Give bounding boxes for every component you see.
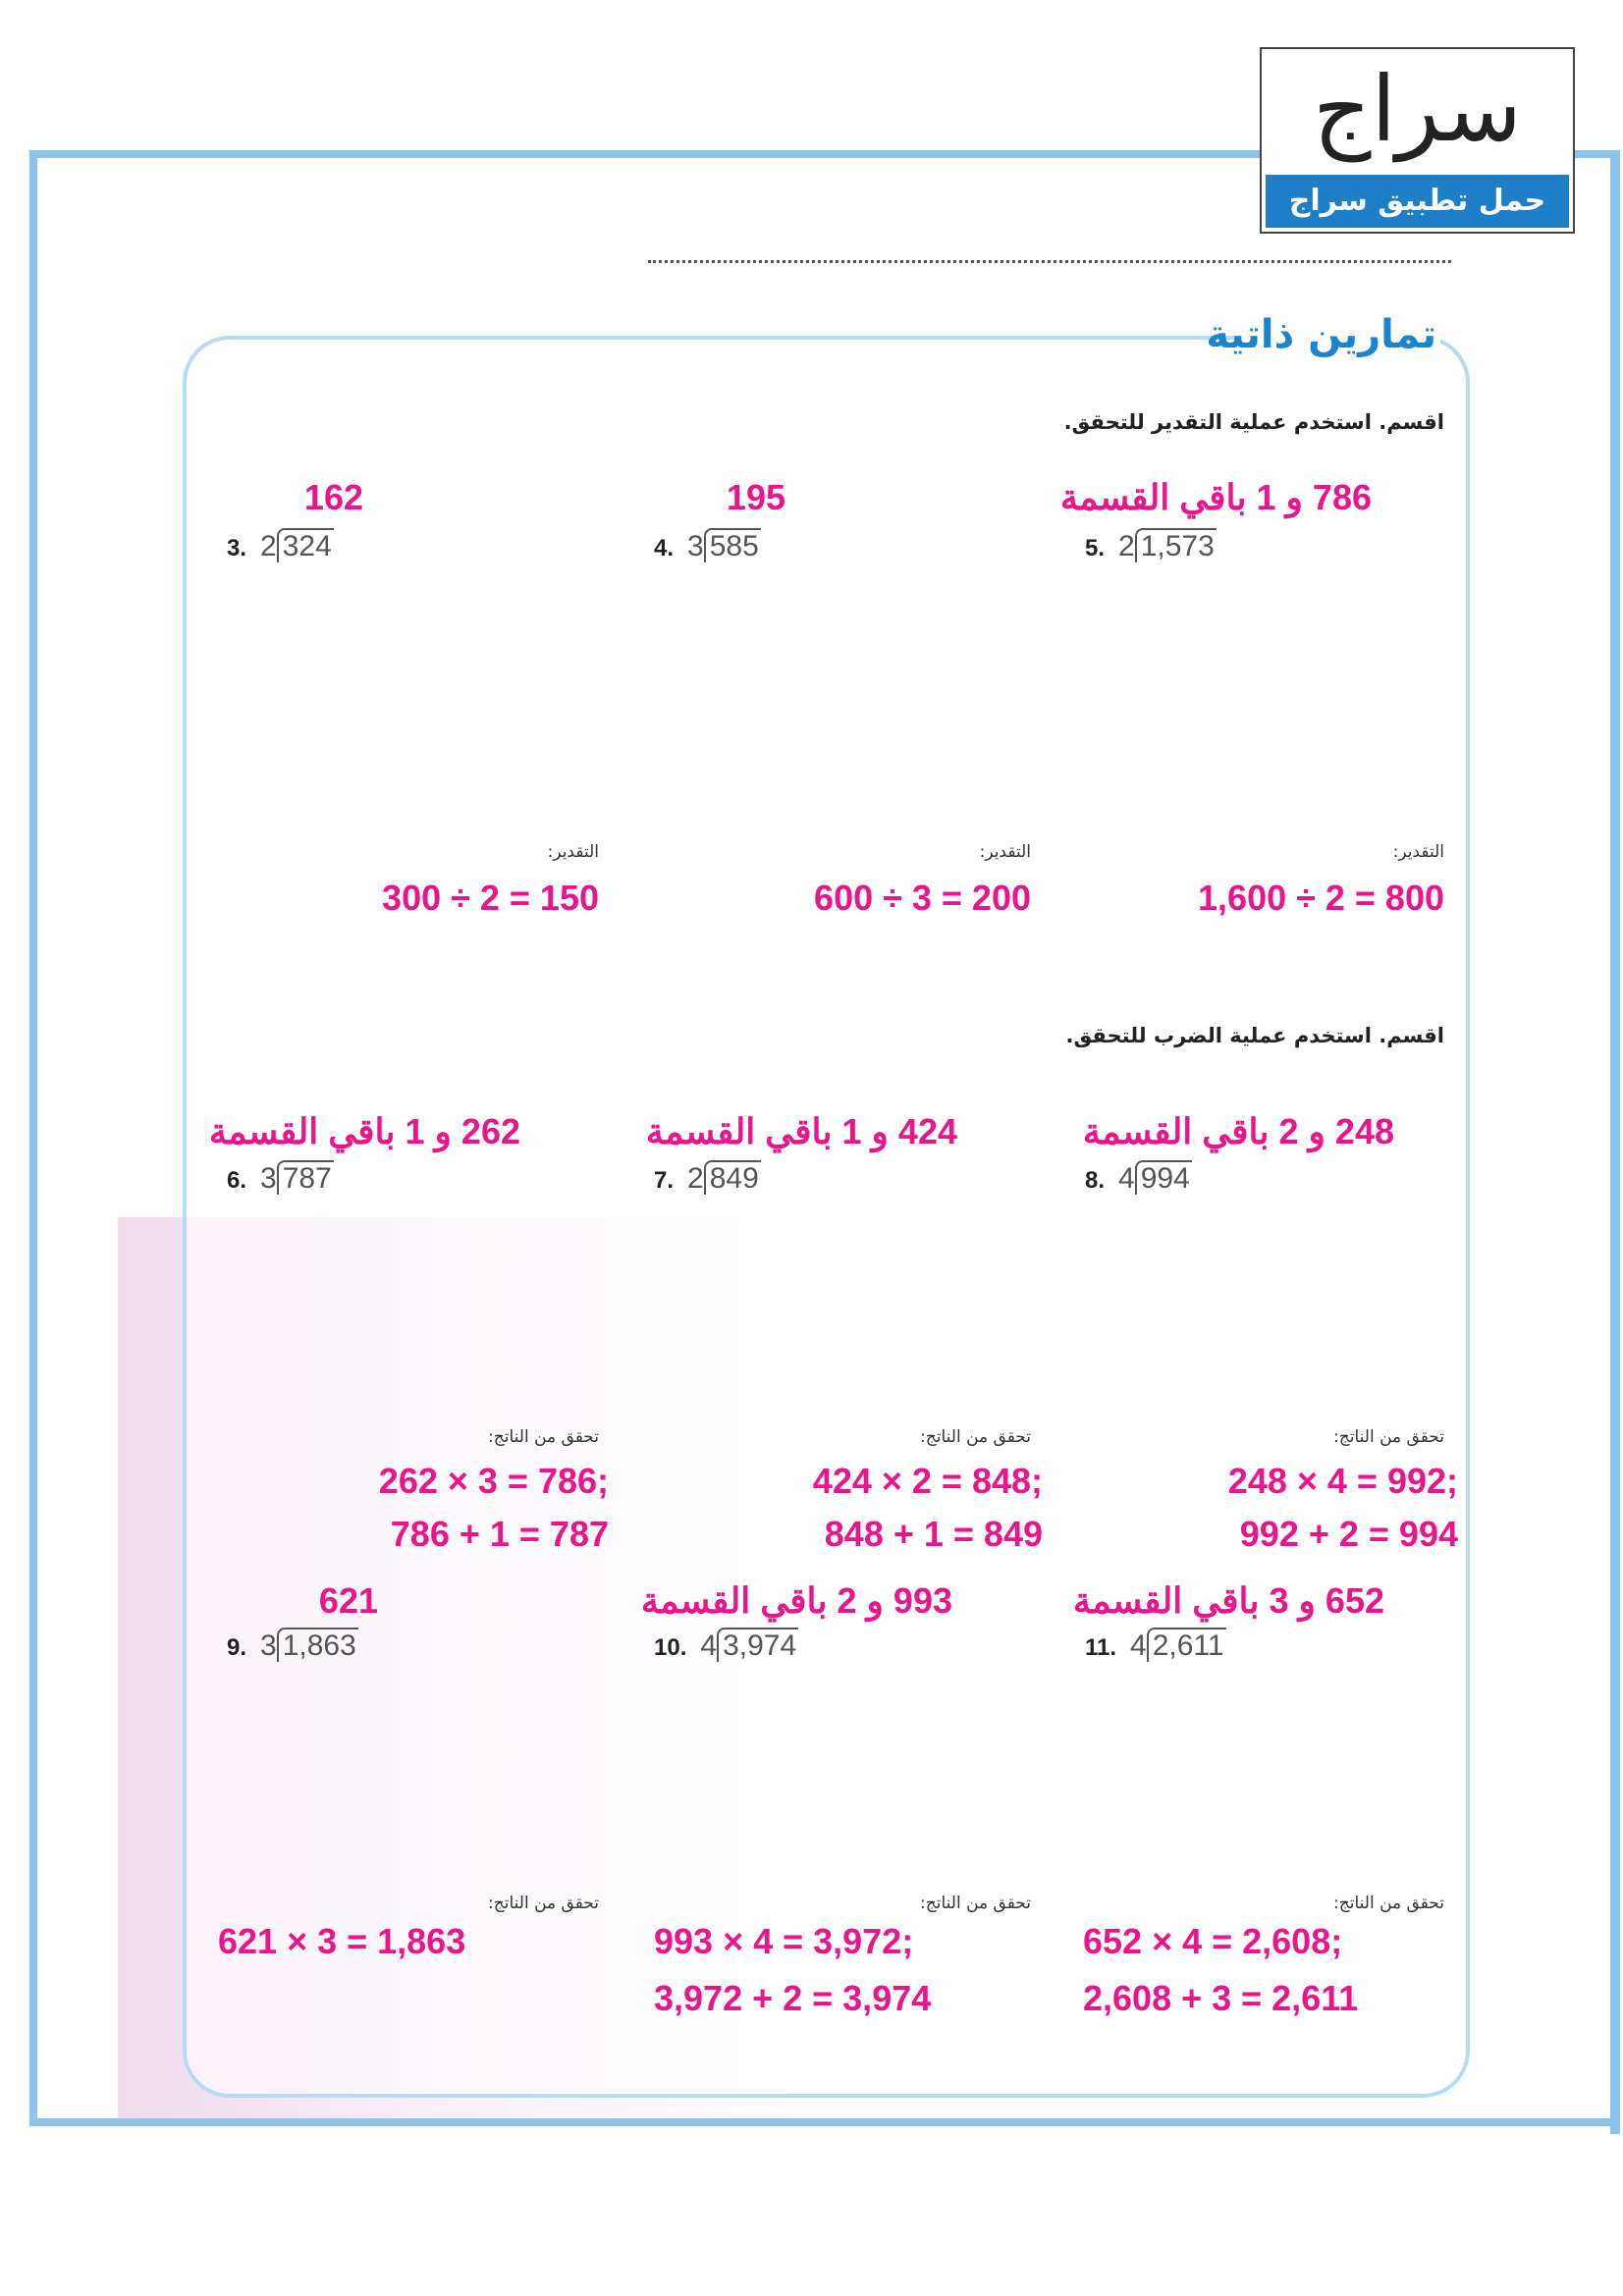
- check-label: تحقق من الناتج:: [1333, 1427, 1444, 1447]
- section-title: تمارين ذاتية: [1206, 312, 1436, 357]
- exercise-panel: [183, 336, 1470, 2098]
- problem-number: 7.: [654, 1167, 675, 1194]
- divisor: 2: [1118, 530, 1135, 562]
- check-equation: 424 × 2 = 848;: [812, 1461, 1043, 1501]
- divisor: 2: [260, 530, 277, 562]
- logo-name: سراج: [1313, 57, 1522, 162]
- dividend: 1,573: [1134, 528, 1217, 562]
- problem-number: 3.: [227, 535, 247, 561]
- page-frame: [29, 150, 1612, 2126]
- instruction-estimate: اقسم. استخدم عملية التقدير للتحقق.: [1063, 410, 1444, 434]
- check-equation: 600 ÷ 3 = 200: [814, 878, 1031, 918]
- name-line: [648, 260, 1451, 263]
- dividend: 994: [1134, 1160, 1192, 1195]
- dividend: 2,611: [1146, 1628, 1226, 1662]
- problem-number: 6.: [227, 1167, 247, 1194]
- logo-tagline: حمل تطبيق سراج: [1266, 175, 1569, 228]
- division-problem: 3. 2 324: [227, 528, 334, 563]
- dividend: 787: [276, 1160, 334, 1195]
- check-label: تحقق من الناتج:: [488, 1894, 599, 1913]
- problem-number: 4.: [654, 535, 675, 561]
- answer: 162: [303, 477, 363, 517]
- check-equation: 786 + 1 = 787: [390, 1514, 609, 1554]
- check-equation: 300 ÷ 2 = 150: [382, 878, 599, 918]
- answer: 262 و 1 باقي القسمة: [208, 1111, 520, 1151]
- problem-number: 5.: [1085, 535, 1106, 561]
- estimate-label: التقدير:: [547, 842, 599, 862]
- dividend: 849: [703, 1160, 761, 1195]
- divisor: 4: [1130, 1629, 1147, 1662]
- answer: 786 و 1 باقي القسمة: [1059, 477, 1372, 517]
- estimate-label: التقدير:: [1392, 842, 1444, 862]
- check-equation: 848 + 1 = 849: [824, 1514, 1043, 1554]
- check-equation: 2,608 + 3 = 2,611: [1083, 1978, 1359, 2018]
- division-problem: 11. 4 2,611: [1085, 1628, 1226, 1663]
- estimate-label: التقدير:: [979, 842, 1031, 862]
- problem-number: 10.: [654, 1634, 687, 1661]
- divisor: 3: [260, 1162, 277, 1195]
- check-equation: 993 × 4 = 3,972;: [654, 1921, 914, 1961]
- division-problem: 7. 2 849: [654, 1160, 761, 1196]
- divisor: 4: [1118, 1162, 1135, 1195]
- division-problem: 8. 4 994: [1085, 1160, 1192, 1196]
- check-equation: 992 + 2 = 994: [1239, 1514, 1458, 1554]
- division-problem: 5. 2 1,573: [1085, 528, 1217, 563]
- check-equation: 621 × 3 = 1,863: [218, 1921, 466, 1961]
- dividend: 585: [703, 528, 761, 562]
- check-label: تحقق من الناتج:: [920, 1894, 1031, 1913]
- division-problem: 10. 4 3,974: [654, 1628, 799, 1663]
- panel-title-gap: [1239, 324, 1440, 353]
- answer: 195: [726, 477, 785, 517]
- divisor: 4: [700, 1629, 718, 1662]
- division-problem: 4. 3 585: [654, 528, 761, 563]
- problem-number: 11.: [1085, 1634, 1117, 1661]
- answer: 621: [318, 1580, 378, 1621]
- division-problem: 6. 3 787: [227, 1160, 334, 1196]
- logo: سراج حمل تطبيق سراج: [1260, 47, 1575, 234]
- answer: 993 و 2 باقي القسمة: [640, 1580, 952, 1621]
- check-equation: 652 × 4 = 2,608;: [1083, 1921, 1343, 1961]
- dividend: 1,863: [276, 1628, 358, 1662]
- check-label: تحقق من الناتج:: [488, 1427, 599, 1447]
- divisor: 3: [260, 1629, 277, 1662]
- problem-number: 9.: [227, 1634, 247, 1661]
- dividend: 3,974: [717, 1628, 799, 1662]
- check-label: تحقق من الناتج:: [920, 1427, 1031, 1447]
- divisor: 3: [687, 530, 704, 562]
- check-label: تحقق من الناتج:: [1333, 1894, 1444, 1913]
- problem-number: 8.: [1085, 1167, 1106, 1194]
- divisor: 2: [687, 1162, 704, 1195]
- check-equation: 248 × 4 = 992;: [1227, 1461, 1458, 1501]
- check-equation: 1,600 ÷ 2 = 800: [1198, 878, 1444, 918]
- page-frame-right: [1610, 150, 1620, 2134]
- check-equation: 3,972 + 2 = 3,974: [654, 1978, 932, 2018]
- dividend: 324: [276, 528, 334, 562]
- check-equation: 262 × 3 = 786;: [378, 1461, 609, 1501]
- answer: 424 و 1 باقي القسمة: [645, 1111, 957, 1151]
- answer: 248 و 2 باقي القسمة: [1082, 1111, 1394, 1151]
- division-problem: 9. 3 1,863: [227, 1628, 358, 1663]
- instruction-multiply: اقسم. استخدم عملية الضرب للتحقق.: [1065, 1024, 1444, 1047]
- answer: 652 و 3 باقي القسمة: [1072, 1580, 1384, 1621]
